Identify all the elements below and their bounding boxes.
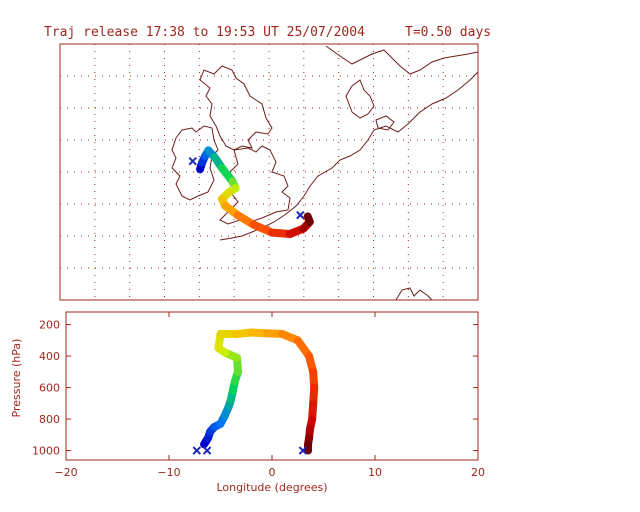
map-trajectory-segment bbox=[303, 212, 314, 226]
map-markers bbox=[188, 157, 305, 220]
section-panel: −20 −10 0 10 20 200 400 600 800 1000 Longitude (… bbox=[10, 311, 485, 494]
section-release-marker bbox=[192, 446, 202, 455]
map-release-marker bbox=[296, 210, 305, 220]
x-tick-label: 10 bbox=[368, 466, 382, 479]
map-trajectory bbox=[196, 146, 314, 238]
coastline-continent bbox=[219, 71, 479, 241]
coastline-ireland bbox=[171, 125, 219, 201]
x-tick-label: −10 bbox=[157, 466, 180, 479]
x-tick-label: 0 bbox=[269, 466, 276, 479]
coastline-danish-islands bbox=[375, 115, 395, 131]
coastline-scandinavia bbox=[325, 45, 479, 75]
y-axis-ticks: 200 400 600 800 1000 bbox=[32, 319, 478, 458]
coastline-iberia bbox=[395, 287, 433, 301]
coastline-scotland bbox=[199, 65, 273, 151]
section-release-marker bbox=[298, 446, 308, 455]
y-tick-label: 800 bbox=[39, 413, 60, 426]
map-panel bbox=[59, 43, 479, 301]
y-tick-label: 600 bbox=[39, 382, 60, 395]
y-tick-label: 1000 bbox=[32, 445, 60, 458]
coastline-jutland bbox=[345, 79, 375, 119]
map-release-marker bbox=[188, 157, 197, 166]
x-tick-label: 20 bbox=[471, 466, 485, 479]
section-markers bbox=[192, 446, 308, 455]
chart-title: Traj release 17:38 to 19:53 UT 25/07/200… bbox=[44, 25, 365, 40]
coastline bbox=[171, 45, 479, 301]
x-tick-label: −20 bbox=[54, 466, 77, 479]
y-tick-label: 200 bbox=[39, 319, 60, 332]
duration-label: T=0.50 days bbox=[405, 25, 491, 40]
map-frame bbox=[59, 43, 479, 301]
section-release-marker bbox=[202, 446, 212, 455]
map-grid bbox=[60, 44, 478, 300]
y-tick-label: 400 bbox=[39, 350, 60, 363]
y-axis-label: Pressure (hPa) bbox=[10, 339, 23, 418]
x-axis-label: Longitude (degrees) bbox=[216, 481, 327, 494]
x-axis-ticks: −20 −10 0 10 20 bbox=[54, 312, 485, 479]
section-trajectory bbox=[200, 328, 319, 455]
